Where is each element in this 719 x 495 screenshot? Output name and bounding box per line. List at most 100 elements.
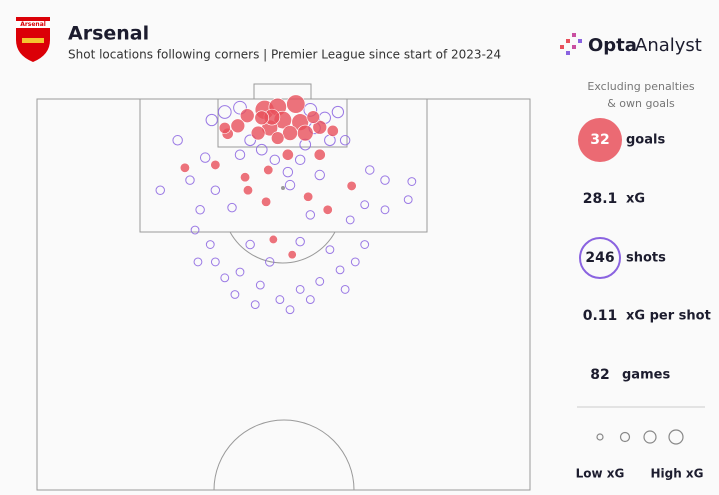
logo-bold: Opta (588, 35, 637, 56)
shot-marker (282, 166, 294, 178)
goal-marker (261, 196, 272, 207)
shot-marker (365, 165, 375, 175)
crest-text: Arsenal (20, 21, 46, 28)
shot-marker (314, 169, 325, 181)
goal-marker (268, 234, 278, 245)
shot-marker (340, 285, 350, 294)
shot-marker (245, 239, 255, 250)
goal-marker (286, 94, 306, 114)
goal-marker (242, 185, 254, 196)
shot-marker (234, 149, 246, 160)
goal-marker (240, 172, 251, 183)
legend-low: Low xG (576, 467, 625, 481)
shot-marker (155, 185, 165, 195)
goal-marker (282, 125, 298, 141)
goal-marker (210, 159, 221, 170)
shot-marker (284, 179, 296, 191)
shot-marker (244, 134, 256, 147)
goal-marker (263, 164, 274, 175)
shots-badge (579, 237, 621, 279)
shot-marker (403, 195, 413, 205)
shot-marker (295, 236, 305, 247)
shot-marker (172, 135, 183, 146)
shot-marker (210, 257, 220, 267)
subtitle: Shot locations following corners | Premi… (68, 48, 501, 62)
shot-marker (235, 267, 245, 277)
goal-marker (179, 162, 190, 173)
shot-marker (380, 205, 390, 215)
note: Excluding penalties (587, 80, 694, 93)
legend-high: High xG (650, 467, 703, 481)
shot-marker (220, 273, 230, 283)
pitch (36, 83, 531, 491)
stat-value: 82 (590, 367, 609, 383)
goal-marker (296, 124, 314, 142)
goal-marker (230, 118, 246, 134)
stat-value: 246 (585, 250, 614, 266)
goals-badge (578, 118, 622, 162)
goal-marker (250, 125, 266, 141)
shot-marker (190, 225, 200, 235)
stat-value: 28.1 (583, 191, 618, 207)
shot-marker (407, 177, 417, 186)
shot-marker (233, 100, 247, 115)
goal-marker (287, 250, 297, 260)
shot-marker (205, 240, 215, 249)
logo: Opta Analyst (560, 33, 702, 56)
stat-label: shots (626, 251, 666, 266)
goal-marker (303, 191, 314, 202)
shot-marker (227, 202, 237, 213)
shot-marker (350, 257, 360, 267)
stat-value: 32 (590, 132, 609, 148)
stat-label: goals (626, 133, 665, 148)
shot-marker (294, 154, 306, 166)
shot-marker (195, 205, 205, 215)
shot-marker (269, 154, 281, 166)
shot-marker (331, 105, 345, 119)
stat-value: 0.11 (583, 308, 618, 324)
shot-marker (285, 305, 295, 315)
goal-marker (313, 148, 326, 161)
shot-marker (305, 295, 315, 304)
shot-marker (345, 215, 355, 225)
goal-marker (322, 204, 333, 215)
shot-marker (217, 105, 232, 119)
shot-marker (205, 113, 218, 127)
stat-label: xG per shot (626, 309, 711, 324)
shot-marker (255, 280, 265, 290)
shot-marker (250, 300, 260, 310)
shot-marker (305, 210, 316, 220)
shot-marker (230, 290, 240, 299)
shot-marker (295, 285, 305, 294)
shot-marker (264, 257, 275, 267)
goal-marker (306, 110, 320, 124)
goal-marker (281, 148, 294, 161)
goal-marker (271, 131, 285, 145)
shot-marker (360, 200, 370, 210)
crest: Arsenal (16, 17, 50, 62)
goal-marker (326, 124, 339, 137)
shot-marker (335, 265, 345, 275)
shot-marker (339, 135, 351, 146)
stat-label: xG (626, 192, 645, 207)
shot-marker (255, 143, 268, 156)
shot-marker (360, 240, 370, 249)
stat-label: games (622, 368, 670, 383)
goal-marker (312, 119, 328, 135)
goal-marker (346, 180, 357, 191)
shot-marker (185, 175, 195, 185)
logo-light: Analyst (635, 35, 702, 56)
shot-marker (210, 185, 221, 195)
goal-marker (218, 122, 231, 134)
note: & own goals (607, 97, 675, 110)
shot-marker (315, 277, 325, 286)
shot-marker (325, 245, 335, 255)
shot-marker (275, 295, 285, 304)
shot-marker (380, 175, 390, 185)
size-legend (596, 429, 684, 445)
goal-marker (239, 108, 255, 123)
shot-marker (193, 257, 203, 267)
goal-marker (254, 110, 270, 126)
